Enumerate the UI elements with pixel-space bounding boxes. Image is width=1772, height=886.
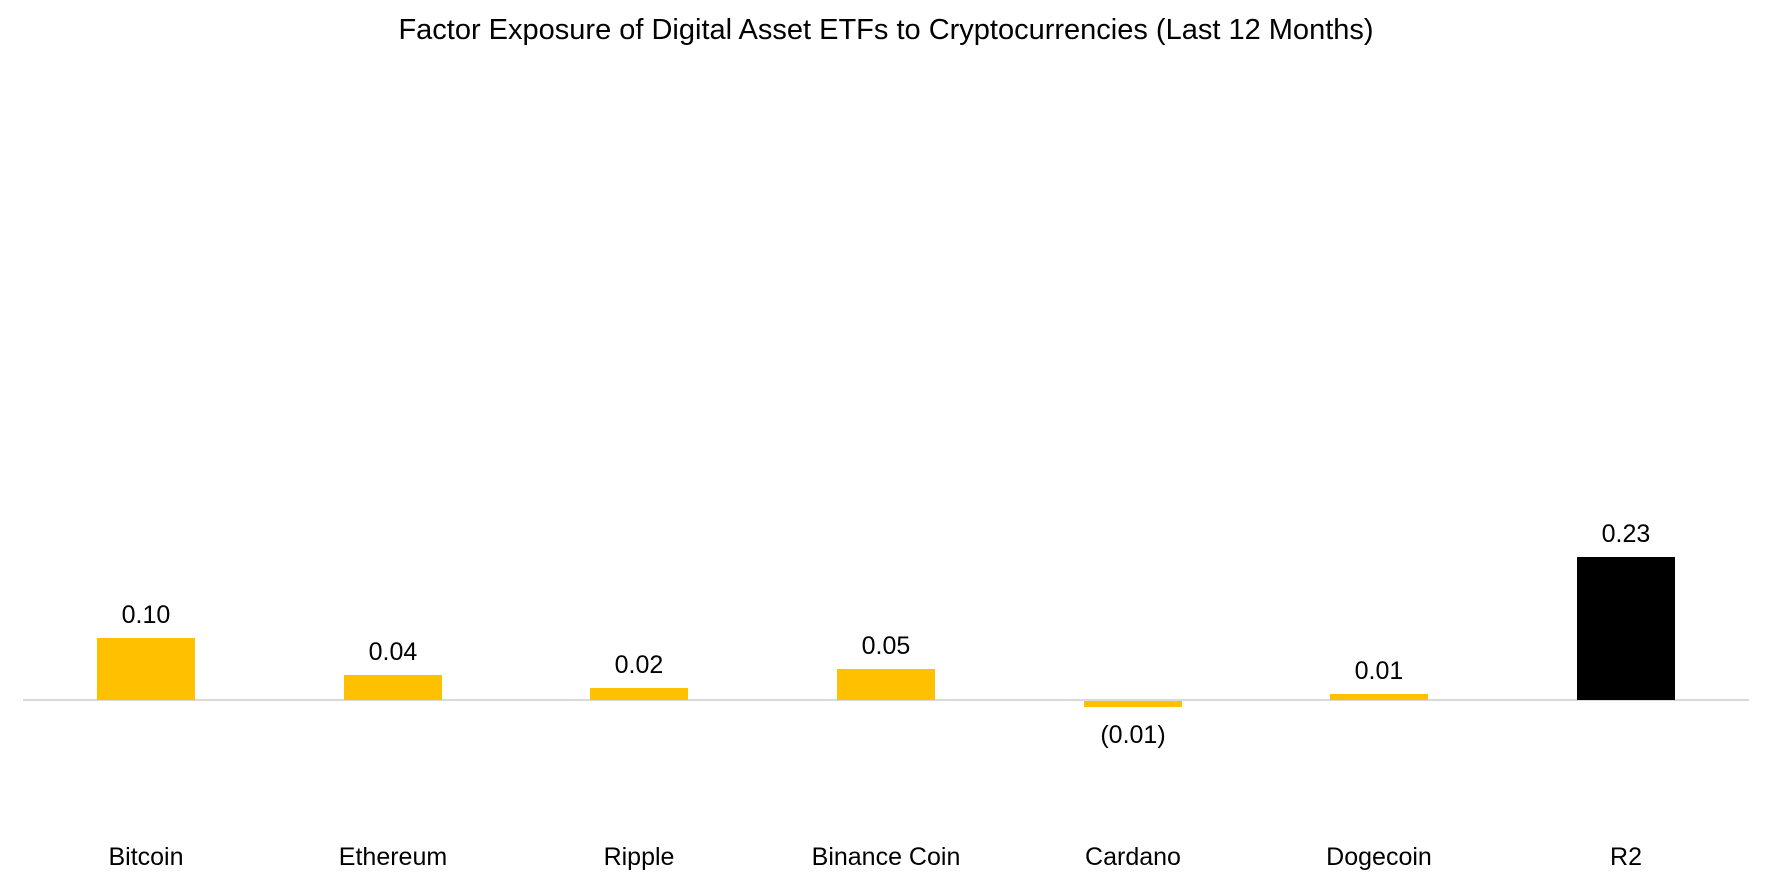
value-label-cardano: (0.01) xyxy=(1100,721,1166,749)
category-label-ripple: Ripple xyxy=(603,843,675,871)
bar-bitcoin xyxy=(97,638,195,700)
value-label-dogecoin: 0.01 xyxy=(1354,657,1404,685)
x-axis-line xyxy=(23,699,1749,701)
value-label-ethereum: 0.04 xyxy=(368,638,418,666)
bar-dogecoin xyxy=(1330,694,1428,700)
bar-ripple xyxy=(590,688,688,700)
category-label-bitcoin: Bitcoin xyxy=(108,843,184,871)
category-label-cardano: Cardano xyxy=(1085,843,1181,871)
category-label-ethereum: Ethereum xyxy=(338,843,448,871)
bar-r2 xyxy=(1577,557,1675,700)
bar-cardano xyxy=(1084,701,1182,707)
bar-ethereum xyxy=(344,675,442,700)
category-label-dogecoin: Dogecoin xyxy=(1326,843,1432,871)
bar-binance-coin xyxy=(837,669,935,700)
category-label-r2: R2 xyxy=(1610,843,1642,871)
value-label-bitcoin: 0.10 xyxy=(121,601,171,629)
value-label-ripple: 0.02 xyxy=(614,651,664,679)
value-label-r2: 0.23 xyxy=(1601,520,1651,548)
chart-title: Factor Exposure of Digital Asset ETFs to… xyxy=(398,14,1374,46)
category-label-binance-coin: Binance Coin xyxy=(811,843,961,871)
value-label-binance-coin: 0.05 xyxy=(861,632,911,660)
